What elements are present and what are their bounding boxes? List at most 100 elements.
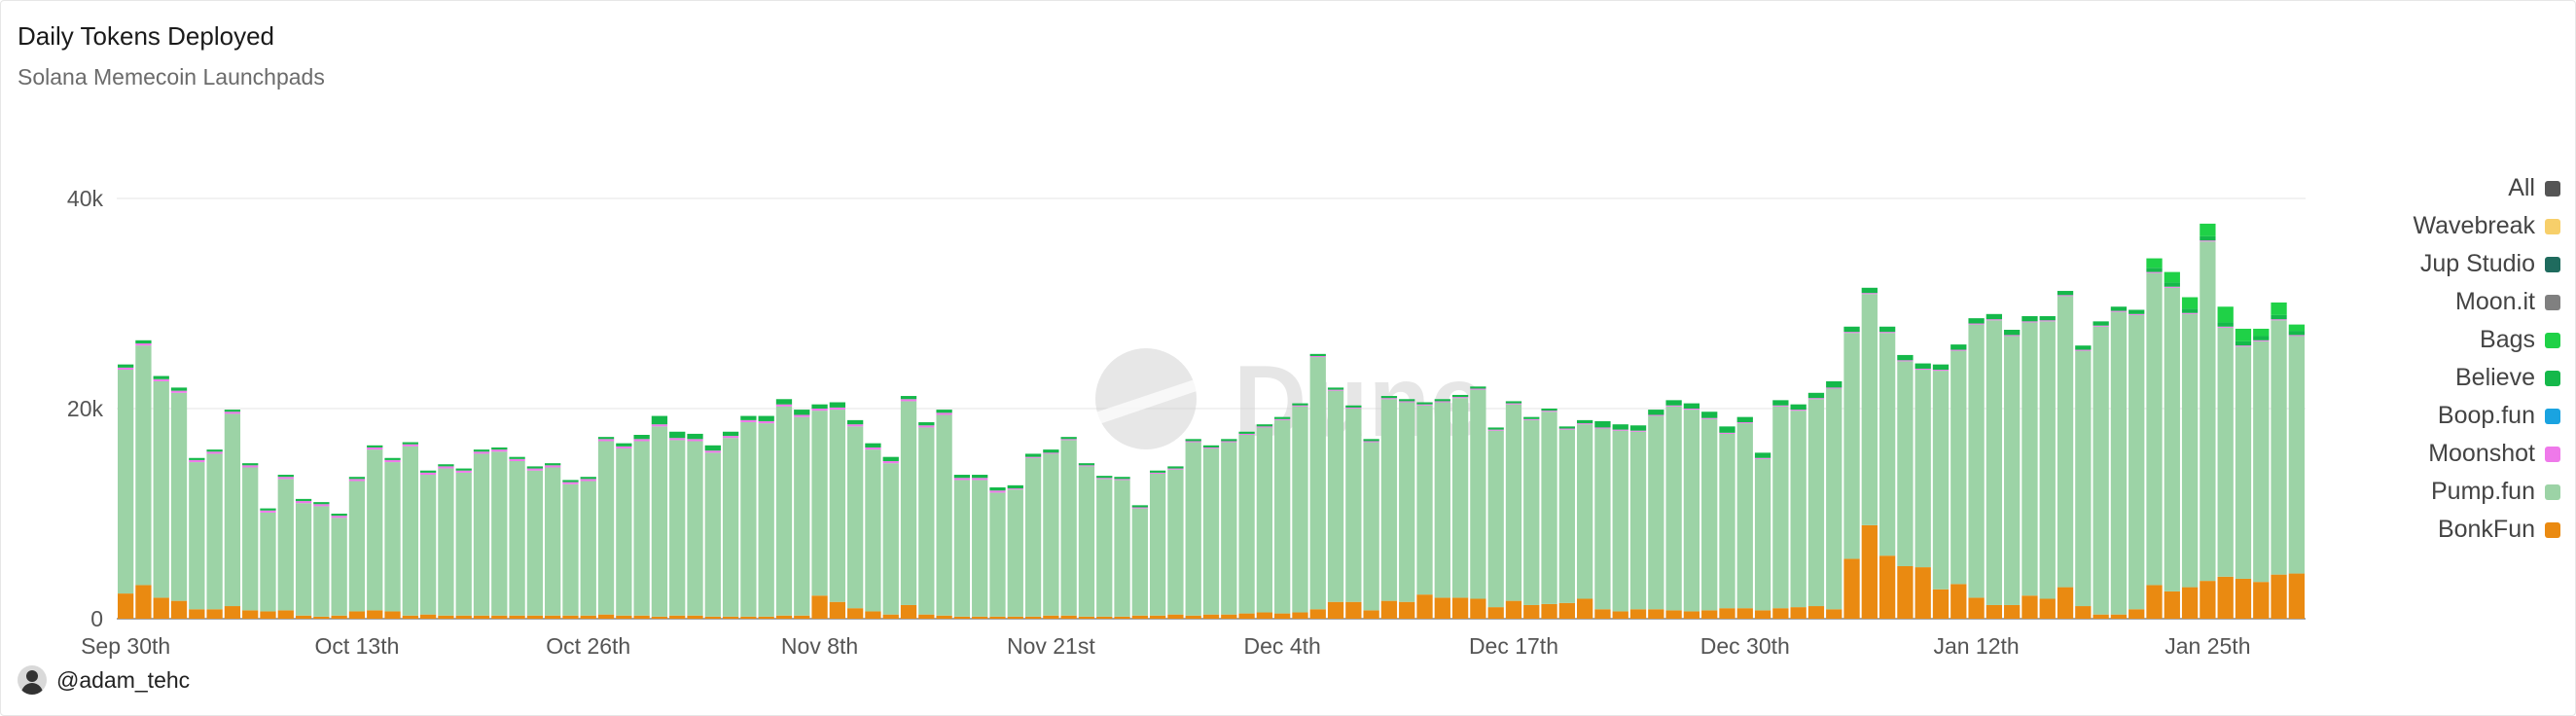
bar-moonshot (260, 510, 276, 513)
bar-believe (953, 475, 971, 479)
bar-believe (1185, 439, 1201, 442)
legend-label: Boop.fun (2437, 402, 2535, 429)
bar-pumpfun (597, 441, 615, 615)
legend-item[interactable]: Jup Studio (2288, 245, 2560, 283)
bar-moonshot (669, 438, 686, 441)
bar-pumpfun (331, 518, 347, 616)
x-tick-label: Oct 13th (314, 633, 399, 659)
bar-pumpfun (1060, 440, 1077, 616)
legend-swatch (2545, 521, 2560, 538)
bar-bonkfun (1505, 600, 1522, 619)
bar-moonshot (2075, 349, 2092, 351)
bar-pumpfun (918, 427, 935, 615)
bar-believe (455, 468, 472, 471)
bar-believe (1878, 326, 1896, 333)
bar-moonshot (1665, 405, 1682, 407)
bar-bonkfun (2110, 614, 2128, 619)
bar-moonshot (206, 451, 223, 454)
legend-item[interactable]: Boop.fun (2288, 397, 2560, 435)
bar-believe (402, 442, 418, 445)
bar-pumpfun (2271, 320, 2287, 575)
bar-pumpfun (2075, 350, 2092, 607)
bar-bonkfun (1024, 616, 1042, 619)
legend-item[interactable]: All (2288, 169, 2560, 207)
legend-item[interactable]: Moon.it (2288, 283, 2560, 321)
legend-label: Believe (2455, 364, 2535, 391)
bar-believe (348, 477, 366, 480)
bar-pumpfun (972, 480, 988, 617)
bar-moonshot (1754, 457, 1771, 459)
bar-moonshot (135, 343, 152, 346)
bar-believe (2021, 315, 2038, 322)
bar-bonkfun (118, 593, 134, 619)
bar-bonkfun (1096, 616, 1113, 619)
bar-moonshot (918, 425, 935, 428)
legend-label: Jup Studio (2419, 250, 2535, 277)
bar-believe (1149, 470, 1166, 473)
bar-moonshot (936, 412, 952, 415)
bar-pumpfun (1914, 370, 1931, 568)
bar-pumpfun (1451, 398, 1469, 598)
legend-swatch (2545, 256, 2560, 272)
legend-item[interactable]: Wavebreak (2288, 207, 2560, 245)
bar-pumpfun (1968, 324, 1985, 598)
bar-pumpfun (491, 451, 508, 616)
bar-pumpfun (2181, 313, 2199, 588)
bar-bonkfun (189, 609, 205, 619)
bar-bonkfun (1238, 613, 1255, 619)
bar-pumpfun (438, 468, 454, 616)
bar-bonkfun (135, 585, 152, 619)
bar-moonshot (1114, 479, 1130, 481)
bar-believe (509, 456, 525, 459)
x-tick-label: Nov 8th (781, 633, 858, 659)
bar-believe (2181, 308, 2199, 313)
bar-bonkfun (1968, 597, 1985, 619)
bar-bonkfun (384, 611, 401, 619)
bar-pumpfun (811, 411, 828, 596)
x-tick-label: Jan 12th (1933, 633, 2019, 659)
bar-bonkfun (1523, 604, 1540, 619)
bar-bonkfun (2093, 614, 2109, 619)
bar-moonshot (865, 447, 881, 450)
bar-moonshot (277, 477, 294, 480)
bar-moonshot (1701, 417, 1718, 419)
bar-bonkfun (580, 615, 596, 619)
bar-bonkfun (2271, 574, 2287, 619)
bar-bonkfun (1274, 613, 1291, 619)
bar-believe (775, 399, 793, 405)
bar-pumpfun (2217, 327, 2234, 577)
bar-believe (562, 480, 579, 483)
bar-believe (2164, 282, 2180, 287)
legend-swatch (2545, 180, 2560, 197)
legend-item[interactable]: Bags (2288, 321, 2560, 359)
legend-item[interactable]: Believe (2288, 359, 2560, 397)
bar-moonshot (1327, 389, 1344, 391)
bar-believe (1932, 364, 1950, 371)
bar-believe (1416, 402, 1433, 405)
bar-moonshot (313, 504, 330, 507)
bar-moonshot (1807, 398, 1825, 400)
bar-pumpfun (135, 345, 152, 586)
bar-moonshot (1238, 433, 1255, 435)
bar-moonshot (1167, 468, 1184, 470)
bar-pumpfun (2146, 272, 2163, 586)
bar-believe (367, 445, 383, 448)
bar-bonkfun (1256, 612, 1273, 619)
bar-pumpfun (847, 426, 864, 609)
bar-moonshot (1292, 405, 1308, 407)
bar-believe (1434, 399, 1450, 402)
bar-moonshot (1505, 403, 1522, 405)
bar-bonkfun (1541, 603, 1557, 619)
bar-bonkfun (526, 615, 544, 619)
legend-item[interactable]: Pump.fun (2288, 473, 2560, 511)
legend-item[interactable]: BonkFun (2288, 511, 2560, 549)
bar-moonshot (545, 465, 561, 468)
bar-believe (1505, 401, 1522, 404)
bar-moonshot (1878, 332, 1896, 334)
legend-item[interactable]: Moonshot (2288, 435, 2560, 473)
author-credit[interactable]: @adam_tehc (18, 665, 190, 695)
bar-pumpfun (402, 446, 418, 616)
bar-believe (2039, 315, 2056, 321)
bar-bonkfun (1736, 608, 1753, 619)
bar-bonkfun (1577, 598, 1593, 619)
